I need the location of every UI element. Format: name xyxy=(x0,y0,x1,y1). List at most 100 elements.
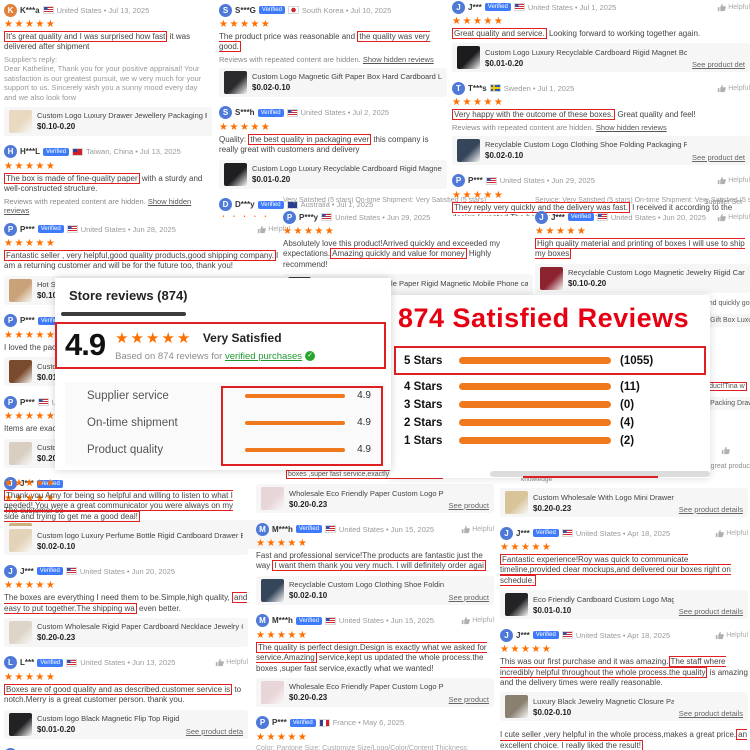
star-icon: ★ xyxy=(35,160,46,172)
star-icon: ★ xyxy=(24,411,36,423)
metrics-block: Supplier service 4.9 On-time shipment 4.9 Pr… xyxy=(65,382,385,466)
see-product-details-link[interactable]: See product det xyxy=(692,60,745,70)
reviewer-name: T***s xyxy=(468,83,487,93)
store-reviews-panel: Store reviews (874) 4.9 ★★★★★ Very Satis… xyxy=(55,278,391,470)
store-reviews-title: Store reviews (874) xyxy=(69,288,188,303)
review-meta: Sweden • Jul 1, 2025 xyxy=(503,83,575,93)
helpful-label: Helpful xyxy=(726,631,748,639)
review-meta: Taiwan, China • Jul 13, 2025 xyxy=(86,147,181,157)
metric-row: Supplier service 4.9 xyxy=(65,382,385,409)
product-thumbnail xyxy=(9,441,32,465)
product-name: Custom Logo Magnetic Gift Paper Box Hard… xyxy=(252,72,442,82)
star-icon: ★ xyxy=(24,580,36,592)
product-info: Recyclable Custom Logo Magnetic Jewelry … xyxy=(568,268,745,288)
product-link-row[interactable]: Luxury Black Jewelry Magnetic Closure Pa… xyxy=(500,692,748,722)
star-icon: ★ xyxy=(250,121,261,133)
review-header: J J*** Verified United States • Jun 20, 202… xyxy=(4,564,248,578)
see-product-details-link[interactable]: See product details xyxy=(678,607,743,617)
star-rating: ★★★★★ xyxy=(283,226,533,237)
star-icon: ★ xyxy=(14,329,25,341)
review-text: The box is made of fine-quality paper wi… xyxy=(4,172,212,195)
star-rating: ★★★★★ xyxy=(4,330,290,341)
scrollbar[interactable] xyxy=(490,471,710,478)
star-icon: ★ xyxy=(276,629,288,641)
show-hidden-reviews-link[interactable]: Show hidden reviews xyxy=(362,54,434,64)
see-product-details-link[interactable]: See product xyxy=(448,694,489,704)
distribution-row: 2 Stars (4) xyxy=(404,415,696,430)
review-text-part: The customer se xyxy=(4,505,64,515)
product-link-row[interactable]: Recyclable Custom Logo Clothing Shoe Fol… xyxy=(256,575,494,605)
country-flag-icon xyxy=(321,213,333,221)
star-rating: ★★★★★ xyxy=(452,190,750,201)
product-link-row[interactable]: Custom Wholesale With Logo Mini Drawer P… xyxy=(500,488,748,517)
star-rating: ★★★★★ xyxy=(219,214,447,217)
product-link-row[interactable]: Recyclable Custom Logo Clothing Shoe Fol… xyxy=(452,135,750,165)
see-product-details-link[interactable]: See product det xyxy=(692,152,745,162)
product-thumbnail xyxy=(9,360,32,384)
product-price: $0.20-0.23 xyxy=(37,633,76,643)
review-header: P P*** United States • Jun 29, 2025 Helpful xyxy=(452,174,750,188)
satisfaction-label: Very Satisfied xyxy=(202,330,282,345)
review-card: J J*** Verified United States • Jun 20, 202… xyxy=(4,564,248,647)
helpful-button[interactable]: Helpful xyxy=(717,84,750,93)
product-link-row[interactable]: Custom Logo Luxury Drawer Jewellery Pack… xyxy=(4,106,212,136)
review-text-part: Boxes are of good quality and as describ… xyxy=(4,683,233,695)
helpful-label: Helpful xyxy=(728,84,750,92)
see-product-details-link[interactable]: See product deta xyxy=(185,726,243,736)
product-link-row[interactable]: Custom Logo Luxury Recyclable Cardboard … xyxy=(452,43,750,73)
star-icon: ★ xyxy=(239,121,251,133)
helpful-button[interactable]: Helpful xyxy=(717,176,750,185)
star-icon: ★ xyxy=(287,629,298,641)
verified-purchases-link[interactable]: verified purchases xyxy=(224,350,303,362)
product-link-row[interactable]: Custom logo Luxury Perfume Bottle Rigid … xyxy=(4,526,248,556)
helpful-button[interactable]: Helpful xyxy=(257,225,290,234)
star-icon: ★ xyxy=(576,226,588,237)
product-thumbnail xyxy=(224,70,247,94)
helpful-button[interactable]: Helpful xyxy=(215,658,248,667)
product-link-row[interactable]: Custom logo Black Magnetic Flip Top Rigi… xyxy=(4,709,248,739)
helpful-button[interactable]: Helpful xyxy=(461,525,494,534)
product-price: $0.01-0.20 xyxy=(37,725,76,735)
review-text-part: Fantastic experience!Roy was quick to co… xyxy=(500,554,731,586)
product-link-row[interactable]: Custom Logo Luxury Recyclable Cardboard … xyxy=(219,159,447,189)
product-name: Recyclable Custom Logo Clothing Shoe Fol… xyxy=(485,140,688,150)
metric-row: On-time shipment 4.9 xyxy=(65,409,385,436)
show-hidden-reviews-link[interactable]: Show hidden reviews xyxy=(595,122,667,132)
star-icon: ★ xyxy=(531,542,542,553)
product-link-row[interactable]: Wholesale Eco Friendly Paper Custom Logo… xyxy=(256,484,494,513)
distribution-row: 1 Stars (2) xyxy=(404,433,696,448)
show-hidden-reviews-link[interactable]: Show hidden reviews xyxy=(4,196,192,215)
product-link-row[interactable]: Recyclable Custom Logo Magnetic Jewelry … xyxy=(535,263,750,293)
country-flag-icon xyxy=(286,200,298,209)
metric-bar xyxy=(245,420,345,425)
star-icon: ★ xyxy=(541,542,553,553)
star-icon: ★ xyxy=(314,226,325,237)
review-text: Boxes are of good quality and as describ… xyxy=(4,683,248,706)
helpful-button[interactable]: Helpful xyxy=(717,213,750,222)
product-price: $0.02-0.10 xyxy=(37,541,76,551)
product-info: Custom Wholesale Rigid Paper Cardboard N… xyxy=(37,622,243,642)
see-product-details-link[interactable]: See product xyxy=(448,501,489,510)
verified-check-icon: ✓ xyxy=(305,351,316,362)
helpful-button[interactable]: Helpful xyxy=(715,529,748,538)
product-link-row[interactable]: Wholesale Eco Friendly Paper Custom Logo… xyxy=(256,677,494,707)
product-link-row[interactable]: Eco Friendly Cardboard Custom Logo Magne… xyxy=(500,590,748,620)
product-link-row[interactable]: Custom Logo Magnetic Gift Paper Box Hard… xyxy=(219,67,447,97)
star-icon: ★ xyxy=(239,19,251,30)
star-icon: ★ xyxy=(510,644,521,656)
helpful-button[interactable]: Helpful xyxy=(717,3,750,12)
see-product-details-link[interactable]: See product details xyxy=(678,709,743,719)
helpful-button[interactable]: Helpful xyxy=(715,631,748,640)
helpful-button[interactable]: Helpful xyxy=(461,616,494,625)
product-price: $0.01-0.20 xyxy=(252,175,291,185)
star-icon: ★ xyxy=(4,411,15,423)
product-price: $0.02-0.10 xyxy=(533,707,572,717)
region-top-right: J J*** Verified United States • Jul 1, 2025… xyxy=(452,0,750,216)
see-product-details-link[interactable]: See product xyxy=(448,592,489,602)
see-product-details-link[interactable]: See product details xyxy=(678,505,743,514)
product-link-row[interactable]: Custom Wholesale Rigid Paper Cardboard N… xyxy=(4,617,248,647)
star-icon: ★ xyxy=(483,97,494,109)
review-card: M M***h Verified United States • Jun 15, 20… xyxy=(256,614,494,707)
reviewer-name: M***h xyxy=(272,524,293,534)
